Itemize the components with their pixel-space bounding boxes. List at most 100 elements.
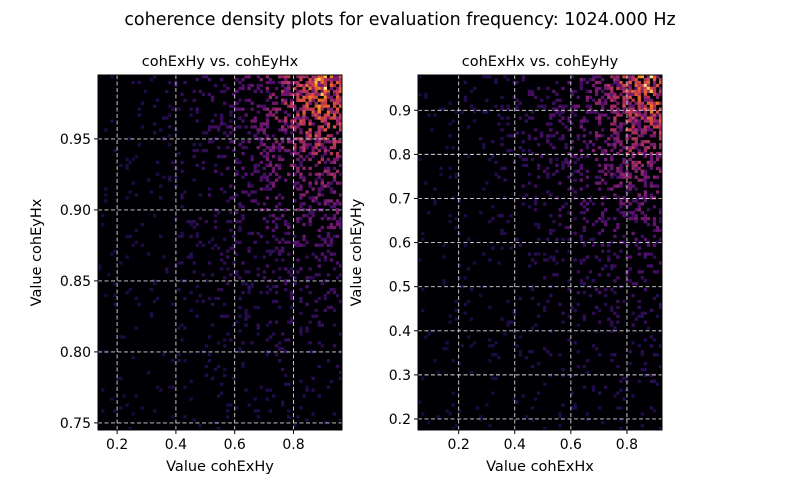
heatmap-cell (265, 122, 270, 126)
heatmap-cell (594, 80, 599, 85)
heatmap-cell (646, 326, 651, 330)
heatmap-cell (326, 110, 331, 114)
heatmap-cell (488, 424, 492, 428)
heatmap-cell (491, 140, 495, 144)
heatmap-cell (619, 379, 623, 383)
heatmap-cell (652, 101, 657, 105)
heatmap-cell (646, 98, 651, 102)
heatmap-cell (323, 95, 328, 99)
heatmap-cell (216, 246, 221, 250)
heatmap-cell (436, 415, 440, 419)
heatmap-cell (320, 89, 324, 94)
heatmap-cell (643, 320, 648, 324)
heatmap-cell (482, 146, 486, 150)
heatmap-cell (567, 128, 571, 132)
heatmap-cell (637, 128, 641, 132)
heatmap-cell (652, 113, 657, 117)
heatmap-cell (284, 148, 288, 153)
heatmap-cell (616, 196, 620, 200)
heatmap-cell (652, 175, 657, 179)
heatmap-cell (619, 418, 623, 422)
heatmap-cell (293, 151, 297, 156)
heatmap-cell (277, 148, 282, 153)
heatmap-cell (302, 157, 306, 162)
heatmap-cell (299, 379, 303, 383)
heatmap-cell (311, 98, 315, 102)
heatmap-cell (601, 214, 605, 218)
heatmap-cell (183, 190, 187, 194)
heatmap-cell (296, 75, 300, 79)
heatmap-cell (308, 166, 312, 170)
heatmap-cell (622, 83, 626, 88)
heatmap-cell (558, 137, 562, 141)
heatmap-cell (271, 394, 276, 398)
heatmap-cell (634, 282, 638, 286)
heatmap-cell (213, 367, 218, 372)
heatmap-cell (509, 134, 513, 138)
heatmap-cell (640, 172, 644, 176)
heatmap-cell (582, 211, 587, 215)
heatmap-cell (290, 163, 294, 168)
heatmap-cell (186, 255, 190, 259)
heatmap-cell (314, 178, 318, 182)
heatmap-cell (616, 137, 620, 141)
heatmap-cell (320, 77, 324, 82)
heatmap-cell (594, 288, 599, 292)
heatmap-cell (445, 409, 449, 413)
heatmap-cell (451, 403, 455, 407)
heatmap-cell (323, 151, 328, 156)
heatmap-cell (293, 116, 297, 120)
heatmap-cell (262, 154, 267, 159)
heatmap-cell (113, 409, 117, 413)
heatmap-cell (314, 89, 318, 94)
heatmap-cell (171, 107, 175, 111)
heatmap-cell (326, 113, 331, 117)
heatmap-cell (628, 175, 632, 179)
heatmap-cell (323, 92, 328, 97)
heatmap-cell (271, 234, 276, 239)
heatmap-cell (454, 110, 458, 114)
heatmap-cell (210, 237, 215, 241)
heatmap-cell (229, 228, 233, 233)
heatmap-cell (329, 160, 334, 165)
heatmap-cell (570, 154, 574, 159)
heatmap-cell (540, 104, 544, 108)
heatmap-cell (610, 122, 614, 126)
heatmap-cell (320, 98, 324, 102)
heatmap-cell (582, 282, 587, 286)
heatmap-cell (643, 148, 648, 153)
x-tick-label: 0.8 (616, 437, 638, 453)
heatmap-cell (610, 267, 614, 271)
heatmap-cell (622, 104, 626, 108)
heatmap-cell (555, 273, 559, 277)
heatmap-cell (579, 282, 583, 286)
heatmap-cell (655, 240, 660, 244)
heatmap-cell (220, 382, 224, 386)
heatmap-cell (326, 116, 331, 120)
heatmap-cell (619, 406, 623, 410)
heatmap-cell (274, 258, 279, 262)
heatmap-cell (631, 92, 635, 97)
heatmap-cell (485, 403, 489, 407)
heatmap-cell (482, 187, 486, 191)
heatmap-cell (555, 249, 559, 253)
heatmap-cell (265, 98, 270, 102)
heatmap-cell (472, 110, 477, 114)
heatmap-cell (137, 80, 141, 85)
heatmap-cell (317, 258, 321, 262)
heatmap-cell (305, 385, 309, 389)
heatmap-cell (625, 214, 629, 218)
heatmap-cell (332, 234, 337, 239)
heatmap-cell (290, 317, 294, 321)
x-tick-label: 0.4 (504, 437, 526, 453)
heatmap-cell (195, 314, 199, 318)
heatmap-cell (299, 122, 303, 126)
heatmap-cell (268, 249, 273, 253)
heatmap-cell (317, 341, 321, 345)
heatmap-cell (329, 190, 334, 194)
heatmap-cell (616, 131, 620, 135)
heatmap-cell (338, 128, 343, 132)
heatmap-cell (658, 166, 663, 170)
heatmap-cell (229, 125, 233, 129)
heatmap-cell (582, 290, 587, 295)
